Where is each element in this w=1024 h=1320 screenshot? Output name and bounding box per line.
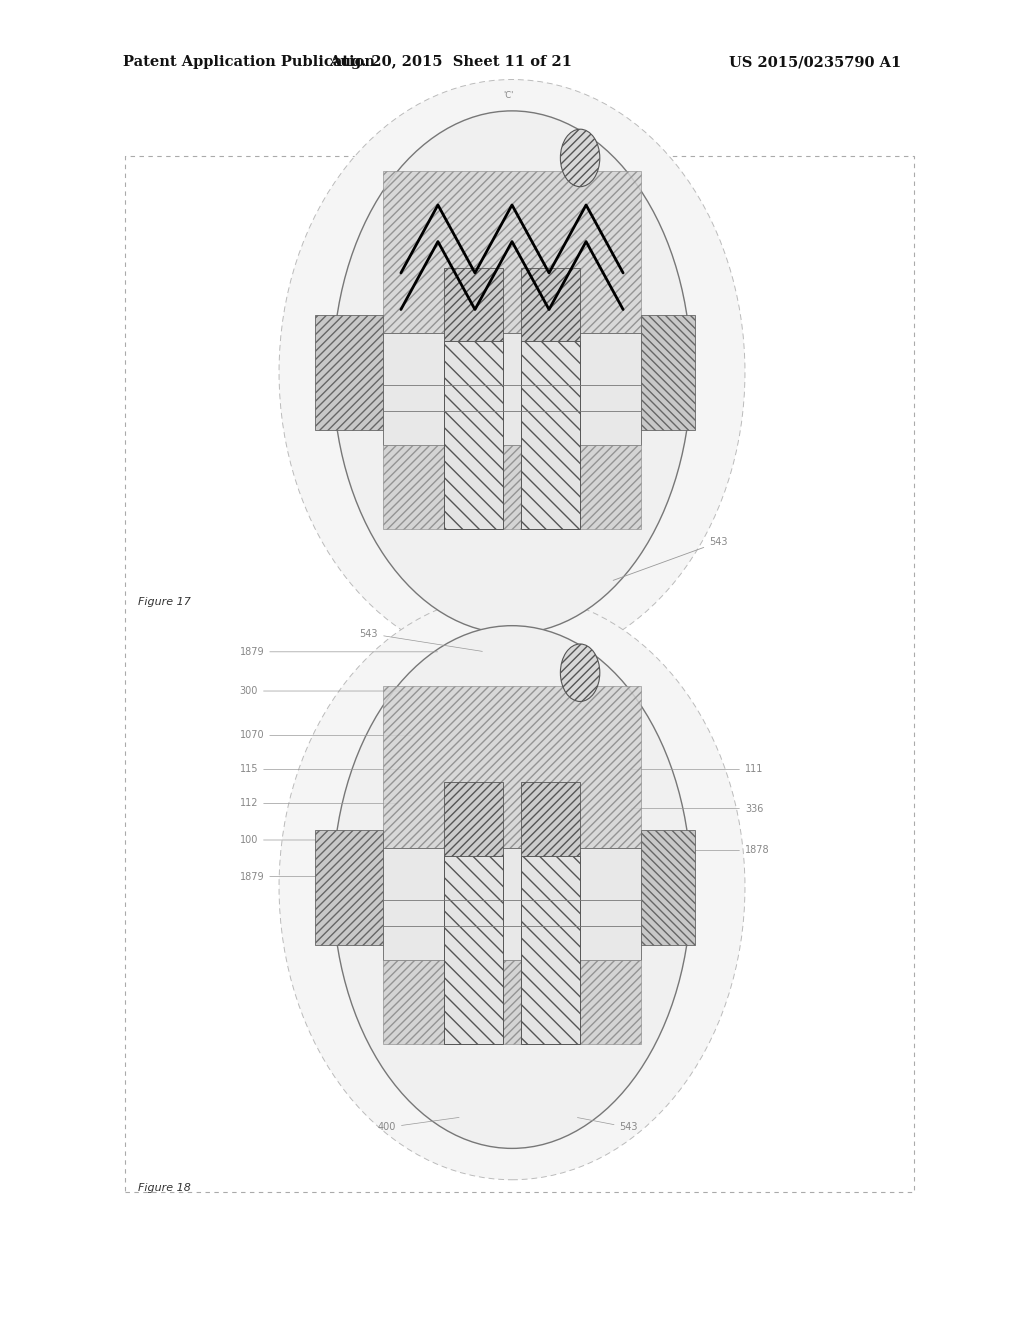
Bar: [383, 960, 641, 1044]
Bar: [125, 156, 914, 1192]
Text: 1070: 1070: [240, 730, 411, 741]
Text: 543: 543: [578, 1118, 638, 1133]
Text: 111: 111: [631, 764, 763, 775]
Text: 1879: 1879: [240, 647, 437, 657]
Bar: [315, 314, 383, 430]
Text: 543: 543: [359, 628, 482, 651]
Text: 1878: 1878: [631, 845, 770, 855]
Ellipse shape: [333, 626, 691, 1148]
Ellipse shape: [279, 79, 745, 665]
Bar: [521, 783, 580, 855]
Text: US 2015/0235790 A1: US 2015/0235790 A1: [729, 55, 901, 69]
Text: 112: 112: [240, 799, 398, 808]
Text: 100: 100: [240, 836, 393, 845]
Ellipse shape: [560, 644, 600, 701]
Bar: [444, 268, 503, 341]
Ellipse shape: [560, 129, 600, 186]
Bar: [444, 855, 503, 1044]
Bar: [315, 829, 383, 945]
Bar: [383, 686, 641, 847]
Text: 115: 115: [240, 764, 401, 775]
Bar: [641, 314, 694, 430]
Text: Patent Application Publication: Patent Application Publication: [123, 55, 375, 69]
Text: Aug. 20, 2015  Sheet 11 of 21: Aug. 20, 2015 Sheet 11 of 21: [329, 55, 572, 69]
Text: 336: 336: [631, 804, 763, 813]
Text: Figure 18: Figure 18: [138, 1183, 191, 1193]
Text: 400: 400: [378, 1118, 459, 1133]
Bar: [383, 445, 641, 529]
Bar: [641, 829, 694, 945]
Bar: [521, 855, 580, 1044]
Bar: [383, 333, 641, 445]
Bar: [521, 341, 580, 529]
Ellipse shape: [333, 111, 691, 634]
Bar: [444, 783, 503, 855]
Text: Figure 17: Figure 17: [138, 597, 191, 607]
Ellipse shape: [279, 594, 745, 1180]
Text: 300: 300: [240, 686, 411, 696]
Bar: [521, 268, 580, 341]
Text: 'C': 'C': [503, 91, 514, 100]
Bar: [383, 847, 641, 960]
Text: 1879: 1879: [240, 871, 393, 882]
Text: 543: 543: [613, 537, 728, 581]
Bar: [383, 172, 641, 333]
Bar: [444, 341, 503, 529]
